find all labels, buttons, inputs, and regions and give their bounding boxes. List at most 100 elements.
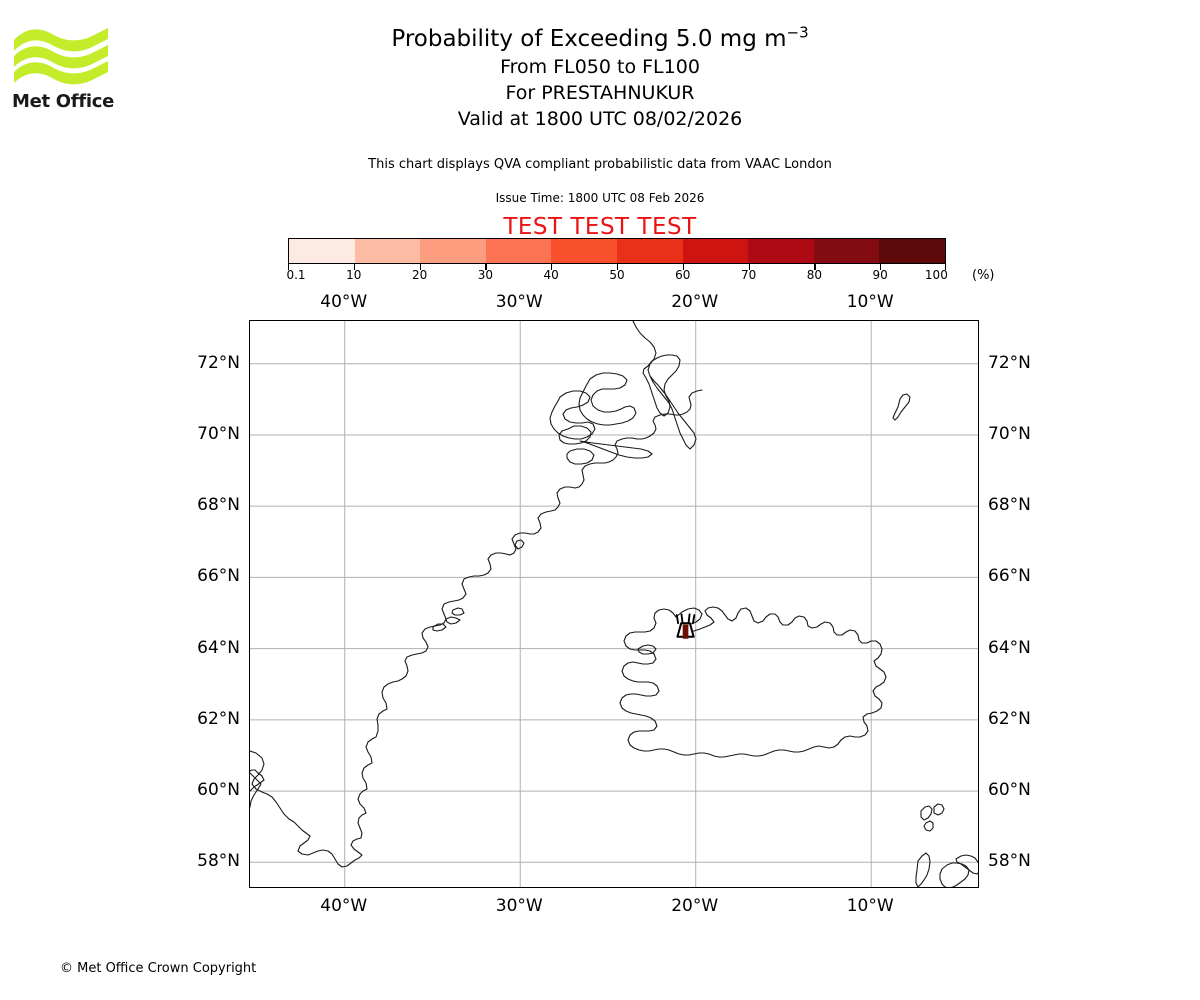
lon-label-top-20: 20°W: [671, 292, 719, 312]
lat-label-left-72: 72°N: [197, 352, 240, 373]
colorbar-ticks: [288, 264, 946, 270]
page-title-text: Probability of Exceeding 5.0 mg m: [391, 26, 787, 52]
colorbar-tick-50: [617, 264, 619, 270]
coastline-north-island-2: [578, 372, 637, 426]
colorbar-segment-3: [485, 239, 552, 263]
coastline-greenland-fjord-2: [432, 623, 447, 632]
volcano-plume-shape: [675, 613, 696, 625]
coastline-faroe-1: [920, 805, 933, 821]
colorbar-tick-labels: 0.1 10 20 30 40 50 60 70 80 90 100: [286, 268, 948, 286]
map-coastlines: [250, 321, 978, 887]
lon-label-bottom-10: 10°W: [846, 896, 894, 916]
test-banner: TEST TEST TEST: [503, 214, 697, 240]
colorbar-label-80: 80: [806, 268, 823, 282]
volcano-vent-fill: [682, 624, 689, 639]
lon-label-top-40: 40°W: [320, 292, 368, 312]
colorbar-tick-10: [353, 264, 356, 270]
coastline-north-island-5: [566, 448, 595, 465]
colorbar-segment-4: [551, 239, 617, 263]
lat-label-right-72: 72°N: [988, 352, 1031, 373]
colorbar-segment-9: [879, 239, 945, 263]
map-panel: 58°N 58°N 60°N 60°N 62°N 62°N 64°N 64°N 66°N 66°N…: [197, 292, 1031, 916]
subtitle-flight-levels: From FL050 to FL100: [500, 56, 700, 78]
colorbar-label-100: 100: [924, 268, 948, 282]
page-title: Probability of Exceeding 5.0 mg m−3: [0, 24, 1200, 54]
colorbar-label-70: 70: [740, 268, 757, 282]
colorbar-segment-6: [682, 239, 749, 263]
colorbar-label-40: 40: [543, 268, 559, 282]
lon-label-bottom-40: 40°W: [320, 896, 368, 916]
lat-label-right-58: 58°N: [988, 851, 1031, 872]
colorbar-tick-40: [551, 264, 553, 270]
lat-label-left-68: 68°N: [197, 495, 240, 516]
lat-label-right-66: 66°N: [988, 566, 1031, 587]
coastline-north-island-3: [549, 390, 596, 440]
coastline-jan-mayen: [892, 393, 911, 421]
colorbar-unit-label: (%): [972, 268, 995, 283]
map-plot-area[interactable]: [249, 320, 979, 888]
coastline-greenland-fjord-3: [451, 607, 465, 616]
colorbar-tick-90: [880, 264, 882, 270]
colorbar-tick-80: [814, 264, 816, 270]
lat-label-right-68: 68°N: [988, 495, 1031, 516]
colorbar-tick-30: [485, 264, 487, 270]
subtitle-volcano: For PRESTAHNUKUR: [505, 82, 695, 104]
coastline-north-island-4: [558, 425, 592, 445]
colorbar-segment-2: [420, 239, 486, 263]
met-office-wave-icon: [14, 28, 108, 85]
coastline-faroe-3: [923, 820, 934, 832]
lat-label-right-60: 60°N: [988, 780, 1031, 801]
colorbar-segment-5: [616, 239, 683, 263]
coastline-shetland: [915, 852, 931, 887]
coastline-north-island-1: [642, 354, 681, 417]
subtitle-valid-time: Valid at 1800 UTC 08/02/2026: [457, 108, 743, 130]
colorbar-tick-60: [682, 264, 685, 270]
page-title-exponent: −3: [786, 23, 809, 42]
lat-label-right-62: 62°N: [988, 708, 1031, 729]
issue-time-label: Issue Time: 1800 UTC 08 Feb 2026: [495, 191, 705, 205]
coastline-greenland-fjord-1: [445, 616, 461, 625]
coastline-scotland-north: [955, 854, 978, 875]
colorbar-label-10: 10: [346, 268, 362, 282]
lat-label-left-62: 62°N: [197, 708, 240, 729]
colorbar-label-30: 30: [477, 268, 494, 282]
lat-label-left-64: 64°N: [197, 637, 240, 658]
colorbar-label-50: 50: [609, 268, 625, 282]
lat-label-right-70: 70°N: [988, 423, 1031, 444]
coastline-scotland: [939, 862, 970, 887]
colorbar-segment-7: [748, 239, 814, 263]
volcano-marker[interactable]: [675, 613, 696, 639]
copyright-notice: © Met Office Crown Copyright: [60, 961, 257, 976]
coastline-iceland-westfjords: [637, 644, 657, 655]
colorbar-label-20: 20: [411, 268, 428, 282]
lat-label-left-58: 58°N: [197, 851, 240, 872]
met-office-wordmark: Met Office: [12, 91, 115, 112]
qva-compliance-note: This chart displays QVA compliant probab…: [368, 157, 832, 172]
colorbar-segment-0: [289, 239, 355, 263]
coastline-faroe-2: [933, 803, 945, 816]
colorbar-label-0.1: 0.1: [286, 268, 306, 282]
lat-label-right-64: 64°N: [988, 637, 1031, 658]
chart-title-block: Probability of Exceeding 5.0 mg m−3 From…: [0, 24, 1200, 132]
lat-label-left-60: 60°N: [197, 780, 240, 801]
coastline-iceland: [619, 606, 887, 758]
lat-label-left-70: 70°N: [197, 423, 240, 444]
colorbar-gradient: [288, 238, 946, 264]
lon-label-bottom-20: 20°W: [671, 896, 719, 916]
colorbar-segment-8: [813, 239, 880, 263]
colorbar-label-90: 90: [872, 268, 888, 282]
colorbar-label-60: 60: [675, 268, 691, 282]
colorbar-tick-20: [419, 264, 421, 270]
map-graphics: [250, 321, 978, 887]
lon-label-bottom-30: 30°W: [495, 896, 543, 916]
coastline-greenland: [250, 769, 265, 808]
coastline-north-peninsula: [579, 440, 653, 459]
colorbar-segment-1: [354, 239, 421, 263]
lon-label-top-30: 30°W: [495, 292, 543, 312]
colorbar-tick-100: [944, 264, 946, 270]
coastline-greenland-main: [250, 389, 703, 868]
lon-label-top-10: 10°W: [846, 292, 894, 312]
coastline-greenland-northeast: [514, 539, 525, 550]
colorbar-tick-0.1: [288, 264, 290, 270]
probability-colorbar: 0.1 10 20 30 40 50 60 70 80 90 100: [286, 238, 948, 282]
